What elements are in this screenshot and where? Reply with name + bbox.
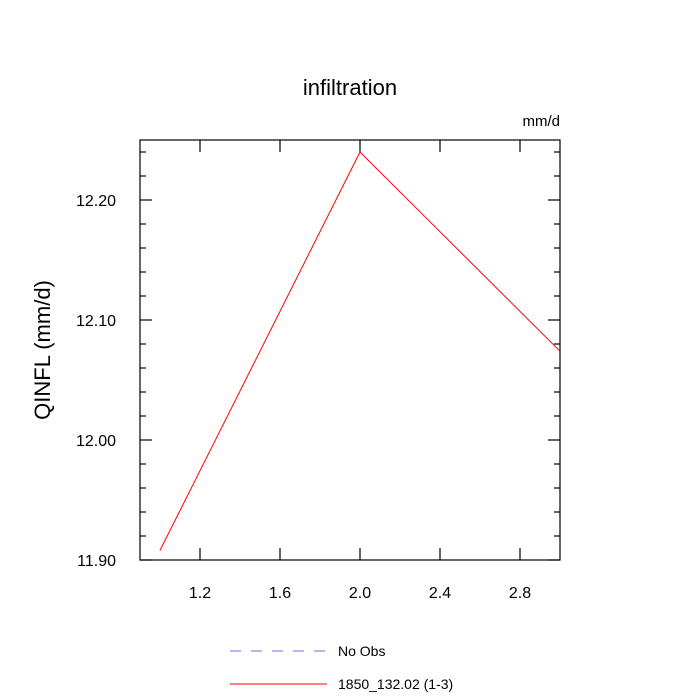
axis-ticks: 1.2 1.6 2.0 2.4 2.8 11.90 12.00 12.10 12.20 [76, 140, 560, 602]
legend: No Obs 1850_132.02 (1-3) [230, 643, 453, 692]
chart-title: infiltration [303, 75, 397, 100]
y-tick-label: 12.00 [76, 433, 116, 450]
x-tick-label: 2.8 [509, 585, 531, 602]
x-tick-label: 1.2 [189, 585, 211, 602]
series-line [159, 151, 561, 551]
series-group [159, 151, 561, 551]
x-tick-label: 2.0 [349, 585, 371, 602]
legend-label: No Obs [338, 643, 385, 659]
y-tick-label: 11.90 [77, 553, 116, 570]
x-tick-label: 2.4 [429, 585, 451, 602]
y-tick-label: 12.20 [76, 193, 116, 210]
legend-label: 1850_132.02 (1-3) [338, 676, 453, 692]
y-tick-label: 12.10 [76, 313, 116, 330]
units-label: mm/d [523, 113, 561, 130]
y-axis-label: QINFL (mm/d) [30, 280, 55, 420]
x-tick-label: 1.6 [269, 585, 291, 602]
plot-frame [139, 139, 561, 561]
